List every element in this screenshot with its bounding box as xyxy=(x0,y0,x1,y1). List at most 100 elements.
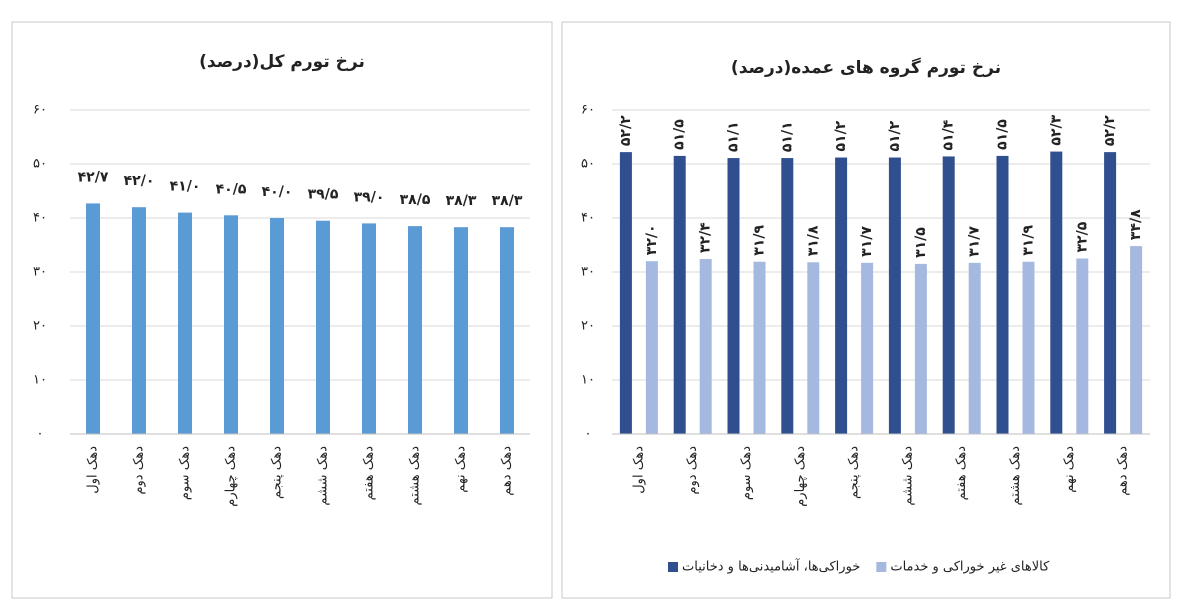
x-tick-label: دهک نهم xyxy=(1062,446,1077,493)
bar xyxy=(270,218,284,434)
value-label: ۳۸/۳ xyxy=(446,193,477,209)
y-tick-label: ۲۰ xyxy=(581,319,595,334)
value-label: ۵۲/۲ xyxy=(618,115,634,146)
y-tick-label: ۲۰ xyxy=(33,319,47,334)
value-label: ۳۲/۰ xyxy=(644,224,660,255)
value-label: ۳۱/۹ xyxy=(1021,225,1037,256)
x-tick-label: دهک هشتم xyxy=(1008,446,1023,506)
bar xyxy=(888,157,901,434)
legend-label: خوراکی‌ها، آشامیدنی‌ها و دخانیات xyxy=(682,558,860,575)
y-tick-label: ۶۰ xyxy=(33,103,47,118)
bar xyxy=(1050,151,1063,434)
y-tick-label: ۵۰ xyxy=(33,157,47,172)
chart-title: نرخ تورم کل(درصد) xyxy=(199,52,365,72)
x-tick-label: دهک سوم xyxy=(178,446,193,500)
bar xyxy=(699,259,712,434)
y-tick-label: ۶۰ xyxy=(581,103,595,118)
value-label: ۵۲/۳ xyxy=(1048,114,1064,145)
bar xyxy=(500,227,514,434)
chart-title: نرخ تورم گروه های عمده(درصد) xyxy=(731,57,1001,78)
value-label: ۴۲/۰ xyxy=(124,173,155,189)
value-label: ۵۱/۱ xyxy=(779,121,795,152)
value-label: ۳۲/۵ xyxy=(1074,221,1090,252)
bar xyxy=(942,156,955,434)
x-tick-label: دهک اول xyxy=(86,446,101,494)
bar xyxy=(1104,152,1117,434)
bar xyxy=(645,261,658,434)
bar xyxy=(835,157,848,434)
x-tick-label: دهک دهم xyxy=(500,446,515,496)
bar xyxy=(408,226,422,434)
x-tick-label: دهک پنجم xyxy=(270,446,285,499)
x-tick-label: دهک هشتم xyxy=(408,446,423,506)
value-label: ۳۸/۵ xyxy=(400,192,431,208)
value-label: ۳۲/۴ xyxy=(698,222,714,253)
value-label: ۵۱/۵ xyxy=(995,119,1011,150)
bar xyxy=(807,262,820,434)
y-tick-label: ۱۰ xyxy=(33,373,47,388)
value-label: ۴۰/۵ xyxy=(216,181,247,197)
bar xyxy=(753,261,766,434)
bar xyxy=(132,207,146,434)
y-tick-label: ۰ xyxy=(585,427,592,442)
x-tick-label: دهک اول xyxy=(631,446,646,494)
x-tick-label: دهک چهارم xyxy=(224,446,239,507)
value-label: ۳۱/۷ xyxy=(859,226,875,257)
legend-marker xyxy=(876,562,887,572)
x-tick-label: دهک سوم xyxy=(739,446,754,500)
x-tick-label: دهک ششم xyxy=(316,446,331,506)
value-label: ۴۲/۷ xyxy=(78,169,109,185)
bar xyxy=(454,227,468,434)
bar xyxy=(316,220,330,434)
x-tick-label: دهک هفتم xyxy=(362,446,377,501)
x-tick-label: دهک پنجم xyxy=(847,446,862,499)
bar xyxy=(1076,258,1089,434)
value-label: ۳۸/۳ xyxy=(492,193,523,209)
bar xyxy=(178,212,192,434)
bar xyxy=(968,262,981,434)
y-tick-label: ۱۰ xyxy=(581,373,595,388)
x-tick-label: دهک چهارم xyxy=(793,446,808,507)
x-tick-label: دهک هفتم xyxy=(954,446,969,501)
x-tick-label: دهک ششم xyxy=(900,446,915,506)
value-label: ۳۹/۵ xyxy=(308,187,339,203)
value-label: ۳۹/۰ xyxy=(354,189,385,205)
bar xyxy=(996,155,1009,434)
bar xyxy=(1130,246,1143,434)
value-label: ۳۱/۹ xyxy=(752,225,768,256)
bar xyxy=(673,155,686,434)
value-label: ۵۱/۲ xyxy=(833,120,849,151)
bar xyxy=(362,223,376,434)
value-label: ۳۱/۷ xyxy=(967,226,983,257)
value-label: ۳۱/۵ xyxy=(913,227,929,258)
y-tick-label: ۴۰ xyxy=(33,211,47,226)
bar xyxy=(727,158,740,434)
x-tick-label: دهک دهم xyxy=(1116,446,1131,496)
y-tick-label: ۳۰ xyxy=(33,265,47,280)
value-label: ۴۱/۰ xyxy=(170,179,201,195)
value-label: ۵۱/۱ xyxy=(726,121,742,152)
x-tick-label: دهک دوم xyxy=(685,446,700,495)
x-tick-label: دهک نهم xyxy=(454,446,469,493)
value-label: ۵۱/۴ xyxy=(941,119,957,150)
bar xyxy=(86,203,100,434)
bar xyxy=(1022,261,1035,434)
value-label: ۵۱/۵ xyxy=(672,119,688,150)
bar xyxy=(914,263,927,434)
bar xyxy=(224,215,238,434)
y-tick-label: ۳۰ xyxy=(581,265,595,280)
value-label: ۵۲/۲ xyxy=(1102,115,1118,146)
bar xyxy=(861,262,874,434)
value-label: ۴۰/۰ xyxy=(262,184,293,200)
value-label: ۳۴/۸ xyxy=(1128,209,1144,240)
bar xyxy=(619,152,632,434)
legend-label: کالاهای غیر خوراکی و خدمات xyxy=(890,560,1050,575)
legend-marker xyxy=(668,562,678,572)
bar xyxy=(781,158,794,434)
x-tick-label: دهک دوم xyxy=(132,446,147,495)
y-tick-label: ۵۰ xyxy=(581,157,595,172)
y-tick-label: ۰ xyxy=(37,427,44,442)
y-tick-label: ۴۰ xyxy=(581,211,595,226)
value-label: ۳۱/۸ xyxy=(805,225,821,256)
